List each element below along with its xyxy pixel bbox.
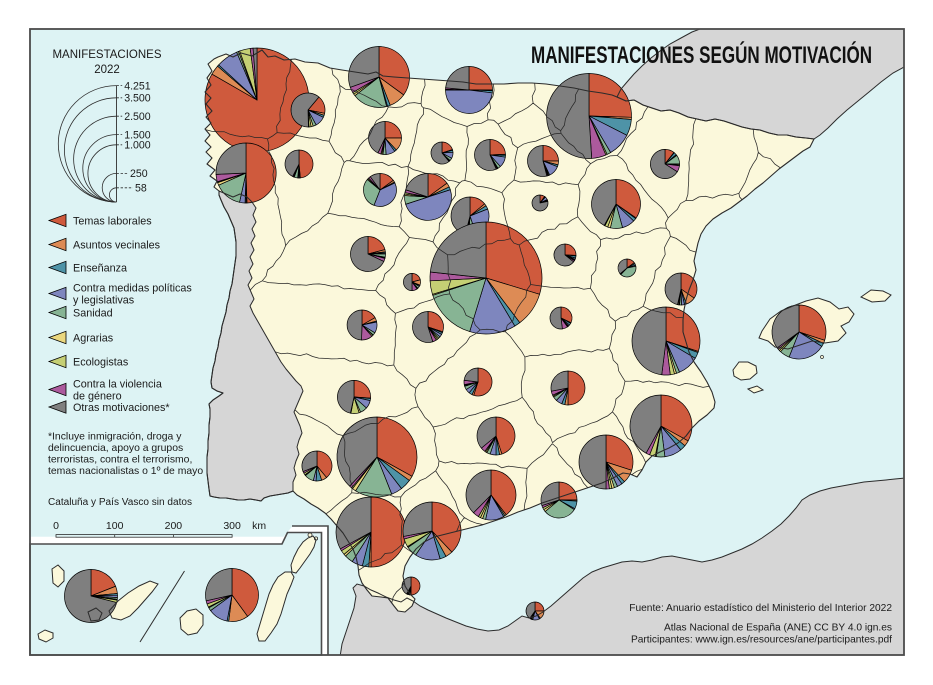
svg-text:Temas laborales: Temas laborales xyxy=(73,215,152,227)
svg-text:Fuente: Anuario estadístico de: Fuente: Anuario estadístico del Minister… xyxy=(629,603,892,614)
svg-text:4.251: 4.251 xyxy=(124,80,151,92)
svg-text:0: 0 xyxy=(53,520,59,532)
svg-text:Agrarias: Agrarias xyxy=(73,332,114,344)
svg-text:1.500: 1.500 xyxy=(124,129,151,141)
svg-text:2022: 2022 xyxy=(94,64,120,76)
svg-text:Contra la violencia: Contra la violencia xyxy=(73,378,162,390)
svg-text:Ecologistas: Ecologistas xyxy=(73,356,129,368)
svg-text:3.500: 3.500 xyxy=(124,93,151,105)
svg-text:200: 200 xyxy=(165,520,183,532)
svg-text:Asuntos vecinales: Asuntos vecinales xyxy=(73,239,161,251)
svg-text:250: 250 xyxy=(130,168,148,180)
svg-text:Otras motivaciones*: Otras motivaciones* xyxy=(73,402,170,414)
svg-text:temas nacionalistas o 1º de ma: temas nacionalistas o 1º de mayo xyxy=(48,466,203,477)
svg-text:*Incluye inmigración, droga y: *Incluye inmigración, droga y xyxy=(48,431,182,442)
svg-text:58: 58 xyxy=(135,183,147,195)
svg-text:Atlas Nacional de España (ANE): Atlas Nacional de España (ANE) CC BY 4.0… xyxy=(664,623,892,634)
svg-text:MANIFESTACIONES: MANIFESTACIONES xyxy=(52,49,161,61)
svg-text:Contra medidas políticas: Contra medidas políticas xyxy=(73,282,192,294)
svg-text:terroristas, contra el terrori: terroristas, contra el terrorismo, xyxy=(48,455,192,466)
svg-text:Participantes: www.ign.es/reso: Participantes: www.ign.es/resources/ane/… xyxy=(631,635,892,646)
svg-text:y legislativas: y legislativas xyxy=(73,294,135,306)
svg-text:300: 300 xyxy=(223,520,241,532)
svg-text:km: km xyxy=(252,520,266,532)
svg-text:delincuencia, apoyo a grupos: delincuencia, apoyo a grupos xyxy=(48,443,183,454)
svg-text:Enseñanza: Enseñanza xyxy=(73,262,127,274)
svg-text:2.500: 2.500 xyxy=(124,111,151,123)
svg-text:de género: de género xyxy=(73,390,122,402)
svg-text:Sanidad: Sanidad xyxy=(73,307,113,319)
svg-text:MANIFESTACIONES SEGÚN MOTIVACI: MANIFESTACIONES SEGÚN MOTIVACIÓN xyxy=(531,41,872,69)
svg-text:1.000: 1.000 xyxy=(124,140,151,152)
svg-text:Cataluña y País Vasco sin dato: Cataluña y País Vasco sin datos xyxy=(48,497,192,508)
svg-text:100: 100 xyxy=(106,520,124,532)
